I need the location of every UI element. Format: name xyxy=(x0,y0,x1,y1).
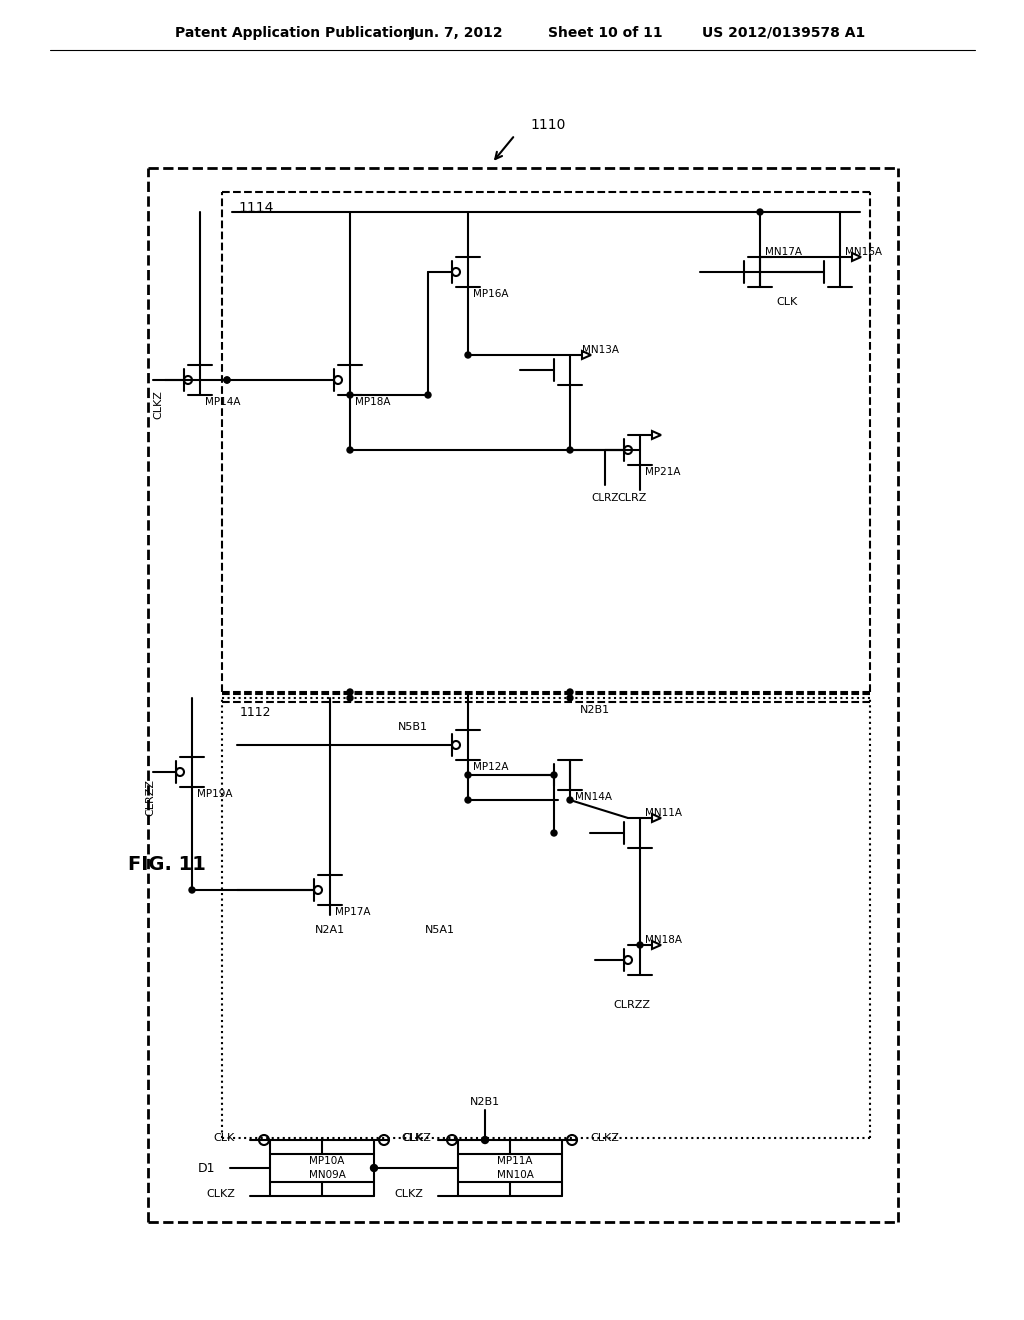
Text: N5A1: N5A1 xyxy=(425,925,455,935)
Text: N2B1: N2B1 xyxy=(580,705,610,715)
Circle shape xyxy=(347,447,353,453)
Text: FIG. 11: FIG. 11 xyxy=(128,855,206,874)
Circle shape xyxy=(757,209,763,215)
Text: MP11A: MP11A xyxy=(498,1156,532,1166)
Text: US 2012/0139578 A1: US 2012/0139578 A1 xyxy=(702,26,865,40)
Text: D1: D1 xyxy=(198,1162,215,1175)
Text: MN13A: MN13A xyxy=(582,345,618,355)
Circle shape xyxy=(567,696,573,701)
Text: CLKZ: CLKZ xyxy=(394,1189,423,1199)
Text: MP10A: MP10A xyxy=(309,1156,345,1166)
Text: MN14A: MN14A xyxy=(575,792,612,803)
Text: MN10A: MN10A xyxy=(497,1170,534,1180)
Text: CLK: CLK xyxy=(401,1133,423,1143)
Circle shape xyxy=(371,1164,378,1172)
Text: MP18A: MP18A xyxy=(355,397,390,407)
Text: MN16A: MN16A xyxy=(845,247,882,257)
Text: CLRZ: CLRZ xyxy=(591,492,618,503)
Circle shape xyxy=(224,378,230,383)
Circle shape xyxy=(465,797,471,803)
Circle shape xyxy=(465,772,471,777)
Text: CLKZ: CLKZ xyxy=(206,1189,234,1199)
Text: 1110: 1110 xyxy=(530,117,565,132)
Text: Patent Application Publication: Patent Application Publication xyxy=(175,26,413,40)
Text: CLK: CLK xyxy=(214,1133,234,1143)
Text: MN17A: MN17A xyxy=(765,247,802,257)
Text: MP17A: MP17A xyxy=(335,907,371,917)
Text: CLRZ: CLRZ xyxy=(617,492,647,503)
Text: CLKZ: CLKZ xyxy=(590,1133,618,1143)
Circle shape xyxy=(224,378,230,383)
Text: CLK: CLK xyxy=(776,297,798,308)
Circle shape xyxy=(567,447,573,453)
Text: N5B1: N5B1 xyxy=(398,722,428,733)
Circle shape xyxy=(425,392,431,399)
Circle shape xyxy=(189,887,195,894)
Text: N2B1: N2B1 xyxy=(470,1097,500,1107)
Circle shape xyxy=(347,392,353,399)
Circle shape xyxy=(347,689,353,696)
Circle shape xyxy=(567,797,573,803)
Circle shape xyxy=(551,772,557,777)
Circle shape xyxy=(567,689,573,696)
Text: MP16A: MP16A xyxy=(473,289,509,300)
Text: CLKZ: CLKZ xyxy=(153,391,163,420)
Text: CLRZZ: CLRZZ xyxy=(145,779,155,816)
Text: N2A1: N2A1 xyxy=(315,925,345,935)
Circle shape xyxy=(551,830,557,836)
Circle shape xyxy=(637,942,643,948)
Text: MN18A: MN18A xyxy=(645,935,682,945)
Text: MP14A: MP14A xyxy=(205,397,241,407)
Text: CLKZ: CLKZ xyxy=(402,1133,431,1143)
Text: MP21A: MP21A xyxy=(645,467,681,477)
Text: Sheet 10 of 11: Sheet 10 of 11 xyxy=(548,26,663,40)
Text: Jun. 7, 2012: Jun. 7, 2012 xyxy=(410,26,504,40)
Text: MN09A: MN09A xyxy=(308,1170,345,1180)
Circle shape xyxy=(347,696,353,701)
Text: 1114: 1114 xyxy=(238,201,273,215)
Text: MN11A: MN11A xyxy=(645,808,682,818)
Circle shape xyxy=(481,1137,488,1143)
Text: MP19A: MP19A xyxy=(197,789,232,799)
Text: 1112: 1112 xyxy=(240,706,271,719)
Text: MP12A: MP12A xyxy=(473,762,509,772)
Text: CLRZZ: CLRZZ xyxy=(613,1001,650,1010)
Circle shape xyxy=(465,352,471,358)
